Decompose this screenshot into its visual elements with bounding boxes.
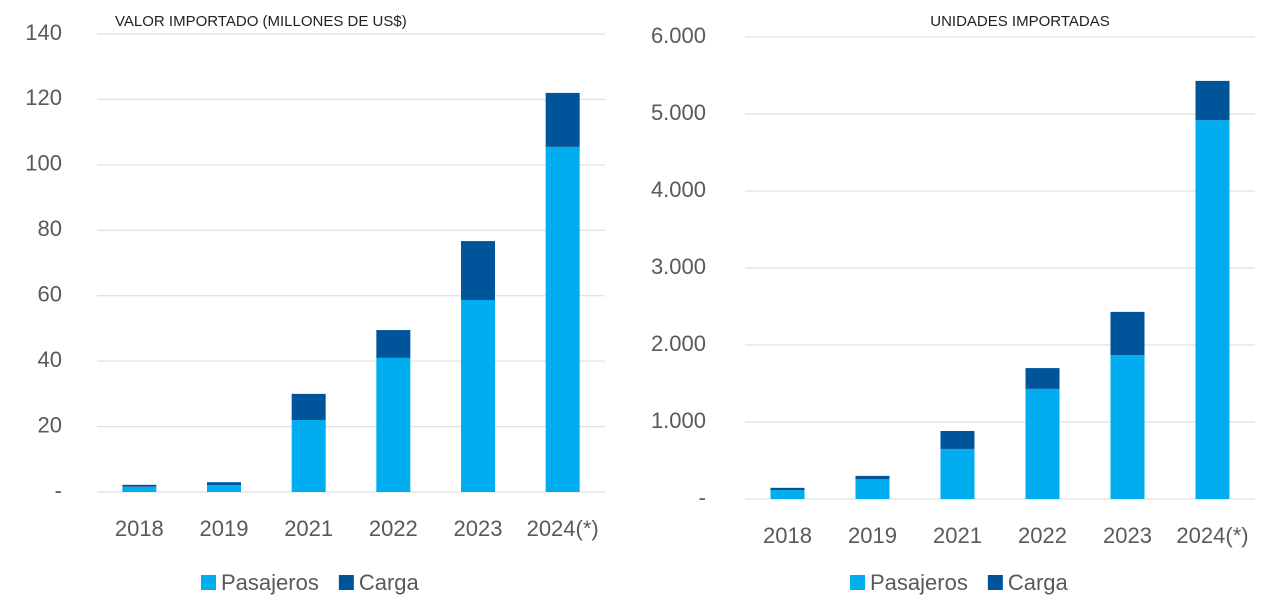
bar-segment <box>940 448 975 499</box>
bar-segment <box>855 478 890 499</box>
x-tick-label: 2019 <box>200 516 249 541</box>
x-tick-label: 2023 <box>1103 523 1152 548</box>
y-tick-label: 4.000 <box>651 177 706 202</box>
bar-segment <box>770 487 805 491</box>
bar-segment <box>1110 311 1145 356</box>
y-tick-label: - <box>55 478 62 503</box>
bar-segment <box>291 420 326 492</box>
bar-segment <box>461 299 495 492</box>
bar-segment <box>770 490 805 499</box>
bar-segment <box>122 484 157 487</box>
x-tick-label: 2021 <box>933 523 982 548</box>
y-tick-label: 100 <box>25 151 62 176</box>
y-tick-label: 1.000 <box>651 408 706 433</box>
y-tick-label: 60 <box>38 282 62 307</box>
bar-segment <box>940 431 975 449</box>
chart-title: UNIDADES IMPORTADAS <box>930 13 1109 30</box>
x-tick-label: 2022 <box>369 516 418 541</box>
x-tick-label: 2022 <box>1018 523 1067 548</box>
y-tick-label: 20 <box>38 412 62 437</box>
y-tick-label: 2.000 <box>651 331 706 356</box>
x-tick-label: 2024(*) <box>1176 523 1248 548</box>
bar-segment <box>1195 80 1230 121</box>
y-tick-label: 80 <box>38 216 62 241</box>
bar-segment <box>207 485 241 492</box>
y-tick-label: - <box>699 485 706 510</box>
y-tick-label: 3.000 <box>651 254 706 279</box>
bar-segment <box>461 241 495 300</box>
bar-segment <box>545 92 580 147</box>
legend-swatch <box>338 575 354 590</box>
bar-segment <box>855 475 890 479</box>
y-tick-label: 5.000 <box>651 100 706 125</box>
y-tick-label: 40 <box>38 347 62 372</box>
bar-segment <box>1110 355 1145 499</box>
legend-swatch <box>987 575 1003 590</box>
legend-label: Carga <box>359 570 420 595</box>
x-tick-label: 2021 <box>284 516 333 541</box>
x-tick-label: 2018 <box>115 516 164 541</box>
bar-segment <box>291 393 326 421</box>
bar-segment <box>376 330 411 358</box>
legend-swatch <box>850 575 865 590</box>
bar-segment <box>1025 368 1060 389</box>
bar-segment <box>545 146 580 492</box>
bar-segment <box>207 482 241 486</box>
chart-title: VALOR IMPORTADO (MILLONES DE US$) <box>115 13 407 30</box>
y-tick-label: 120 <box>25 85 62 110</box>
legend-label: Pasajeros <box>221 570 319 595</box>
bar-segment <box>1195 120 1230 499</box>
x-tick-label: 2018 <box>763 523 812 548</box>
bar-segment <box>1025 388 1060 499</box>
legend-label: Carga <box>1008 570 1069 595</box>
x-tick-label: 2019 <box>848 523 897 548</box>
x-tick-label: 2023 <box>454 516 503 541</box>
legend-swatch <box>201 575 216 590</box>
x-tick-label: 2024(*) <box>527 516 599 541</box>
legend-label: Pasajeros <box>870 570 968 595</box>
y-tick-label: 140 <box>25 20 62 45</box>
bar-segment <box>122 486 157 492</box>
y-tick-label: 6.000 <box>651 23 706 48</box>
bar-segment <box>376 357 411 492</box>
